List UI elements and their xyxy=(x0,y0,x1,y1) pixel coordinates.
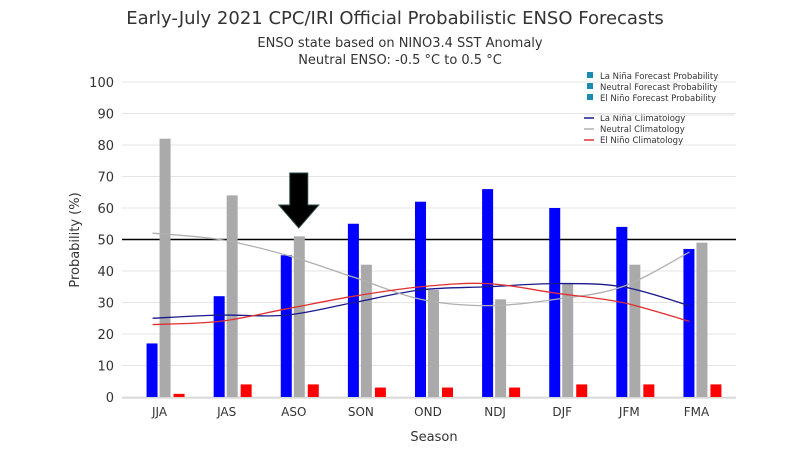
bar-neutral-jfm xyxy=(629,264,641,397)
x-tick-label: JJA xyxy=(151,405,168,419)
y-tick-label: 30 xyxy=(97,297,114,312)
bar-el-aso xyxy=(307,384,319,397)
bar-la-ndj xyxy=(482,189,494,397)
bar-el-djf xyxy=(576,384,588,397)
x-tick-label: JAS xyxy=(216,405,236,419)
x-axis-label: Season xyxy=(410,430,457,445)
legend-swatch-icon xyxy=(587,72,593,78)
chart-title: Early-July 2021 CPC/IRI Official Probabi… xyxy=(126,8,664,29)
line-la-nina-climatology xyxy=(152,282,690,319)
y-tick-label: 20 xyxy=(97,328,114,343)
bar-el-ond xyxy=(442,387,453,397)
y-tick-label: 90 xyxy=(97,108,114,123)
bar-el-jfm xyxy=(643,384,655,397)
y-tick-label: 40 xyxy=(97,265,114,280)
y-tick-label: 70 xyxy=(97,171,114,186)
bar-neutral-aso xyxy=(293,236,305,397)
bar-el-jas xyxy=(240,384,252,397)
y-axis-label: Probability (%) xyxy=(68,192,83,287)
bar-la-jfm xyxy=(616,226,628,397)
bar-la-jas xyxy=(213,296,225,397)
bar-neutral-fma xyxy=(696,242,708,397)
legend-label: Neutral Climatology xyxy=(600,125,685,135)
bar-la-djf xyxy=(549,208,561,397)
x-tick-label: JFM xyxy=(618,405,640,419)
legend-label: El Niño Climatology xyxy=(600,136,683,146)
highlight-arrow-icon xyxy=(277,172,320,229)
legend-label: Neutral Forecast Probability xyxy=(600,83,718,93)
bar-el-jja xyxy=(173,393,185,397)
x-tick-label: ASO xyxy=(281,405,306,419)
bar-la-son xyxy=(347,223,359,397)
legend-label: La Niña Forecast Probability xyxy=(600,72,718,82)
y-tick-label: 80 xyxy=(97,139,114,154)
y-tick-label: 100 xyxy=(89,76,114,91)
bar-el-son xyxy=(374,387,386,397)
legend-swatch-icon xyxy=(587,83,593,89)
x-tick-label: OND xyxy=(414,405,442,419)
bar-la-fma xyxy=(683,248,695,397)
y-tick-label: 10 xyxy=(97,360,114,375)
bar-neutral-djf xyxy=(562,283,574,397)
x-tick-label: DJF xyxy=(552,405,572,419)
line-el-nino-climatology xyxy=(152,282,690,326)
legend-swatch-icon xyxy=(587,94,593,100)
bar-neutral-son xyxy=(360,264,372,397)
chart-subtitle-2: Neutral ENSO: -0.5 °C to 0.5 °C xyxy=(298,53,502,68)
y-tick-label: 50 xyxy=(97,234,114,249)
bar-neutral-jas xyxy=(226,195,238,397)
bar-el-ndj xyxy=(509,387,521,397)
bar-neutral-ond xyxy=(428,289,439,397)
bar-neutral-ndj xyxy=(495,299,507,397)
bar-neutral-jja xyxy=(159,138,171,397)
legend-label: El Niño Forecast Probability xyxy=(600,94,716,104)
y-tick-label: 0 xyxy=(106,391,114,406)
x-tick-label: FMA xyxy=(684,405,710,419)
chart-subtitle-1: ENSO state based on NINO3.4 SST Anomaly xyxy=(257,36,543,51)
legend-label: La Niña Climatology xyxy=(600,114,685,124)
bar-el-fma xyxy=(710,384,722,397)
x-tick-label: SON xyxy=(348,405,374,419)
line-neutral-climatology xyxy=(152,232,690,307)
bar-la-aso xyxy=(280,255,292,397)
bar-la-jja xyxy=(146,343,158,397)
y-tick-label: 60 xyxy=(97,202,114,217)
x-tick-label: NDJ xyxy=(484,405,506,419)
